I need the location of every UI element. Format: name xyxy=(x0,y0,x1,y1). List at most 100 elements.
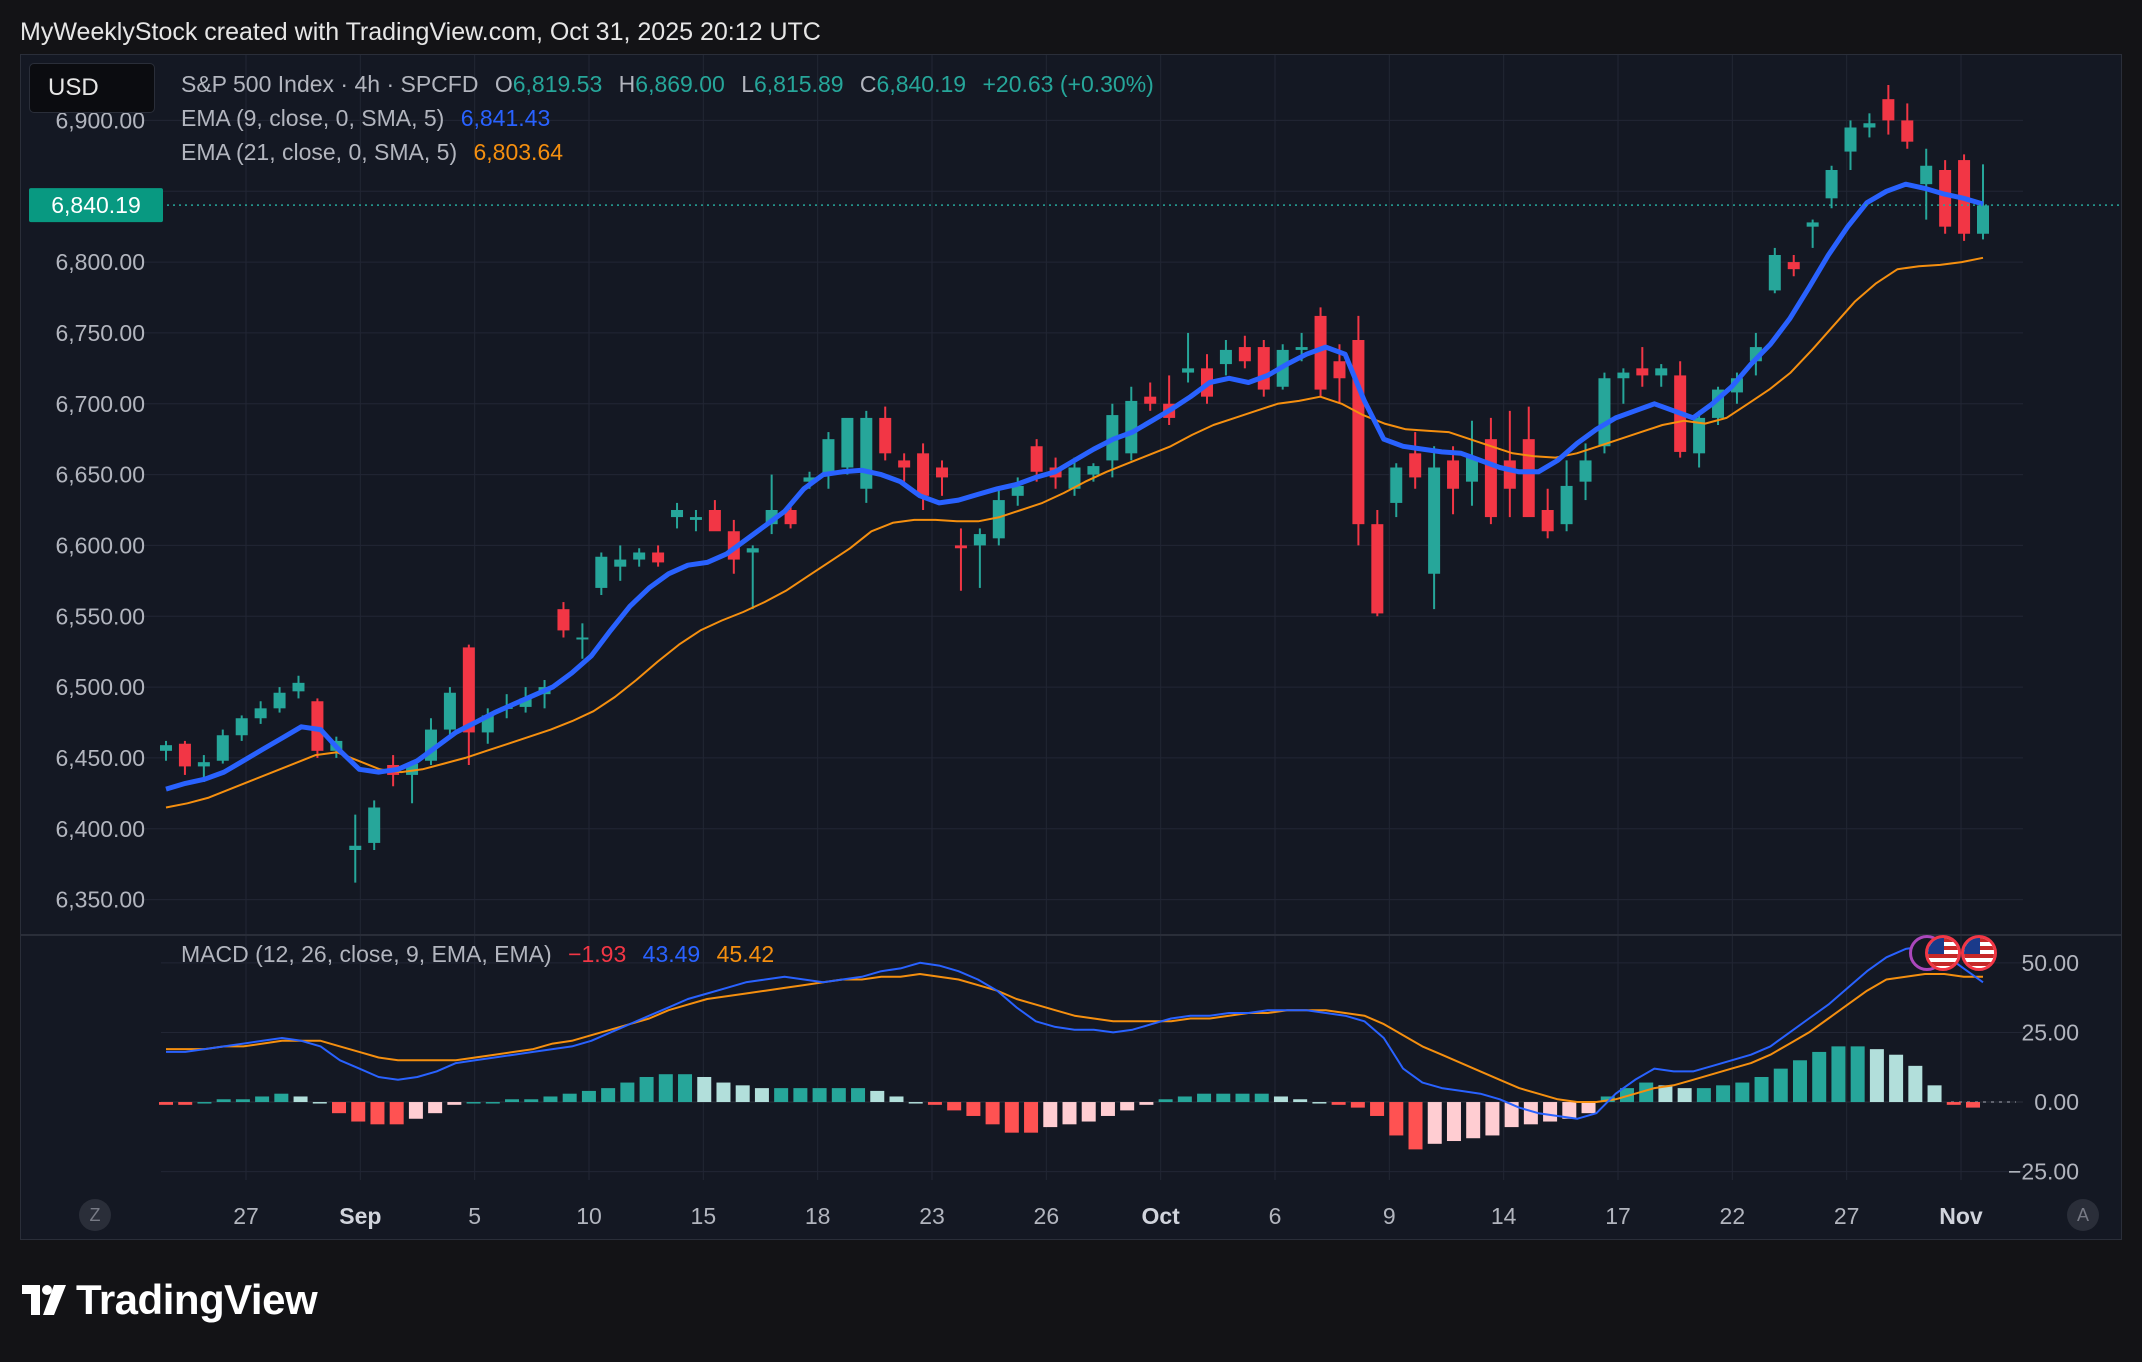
ema9-label: EMA (9, close, 0, SMA, 5) xyxy=(181,105,445,131)
candle-body xyxy=(633,552,646,560)
macd-histogram-bar xyxy=(1273,1096,1288,1103)
macd-histogram-bar xyxy=(1792,1060,1807,1103)
macd-histogram-bar xyxy=(754,1088,769,1103)
macd-histogram-bar xyxy=(581,1090,596,1103)
macd-histogram-bar xyxy=(1120,1102,1135,1111)
macd-histogram-bar xyxy=(985,1102,1000,1125)
close-label: C xyxy=(859,71,877,97)
macd-axis-label: 0.00 xyxy=(2034,1089,2079,1115)
macd-histogram-bar xyxy=(543,1096,558,1103)
ema9-value: 6,841.43 xyxy=(460,105,551,131)
macd-histogram-bar xyxy=(851,1088,866,1103)
zoom-button[interactable]: Z xyxy=(79,1199,111,1231)
macd-histogram-bar xyxy=(601,1088,616,1103)
price-axis-label: 6,500.00 xyxy=(55,674,145,700)
symbol-label: S&P 500 Index · 4h · SPCFD xyxy=(181,71,479,97)
candle-body xyxy=(1768,255,1781,291)
candle-body xyxy=(1371,524,1384,614)
macd-histogram-bar xyxy=(1658,1085,1673,1103)
candle-body xyxy=(992,500,1005,539)
candle-body xyxy=(292,682,305,692)
macd-signal-value: 45.42 xyxy=(716,941,775,967)
price-axis-label: 6,550.00 xyxy=(55,603,145,629)
open-value: 6,819.53 xyxy=(512,71,603,97)
time-axis-label: 26 xyxy=(1034,1203,1060,1229)
candle-body xyxy=(1598,378,1611,447)
macd-histogram-bar xyxy=(812,1088,827,1103)
macd-histogram-bar xyxy=(1004,1102,1019,1133)
macd-histogram-bar xyxy=(447,1102,462,1105)
macd-histogram-bar xyxy=(1754,1076,1769,1103)
time-axis-label: 9 xyxy=(1383,1203,1396,1229)
macd-histogram-bar xyxy=(1197,1093,1212,1103)
candle-body xyxy=(1920,165,1933,185)
candle-body xyxy=(235,718,248,736)
us-flag-icon[interactable] xyxy=(1925,935,1961,971)
candle-body xyxy=(1977,205,1989,234)
time-axis-label: 6 xyxy=(1269,1203,1282,1229)
time-axis-label: 27 xyxy=(233,1203,259,1229)
candle-body xyxy=(1655,368,1668,376)
candle-body xyxy=(1939,170,1952,227)
candle-body xyxy=(406,763,419,775)
low-label: L xyxy=(741,71,754,97)
candle-body xyxy=(1068,467,1081,489)
macd-histogram-bar xyxy=(293,1096,308,1103)
macd-histogram-bar xyxy=(1254,1093,1269,1103)
us-flag-icon[interactable] xyxy=(1961,935,1997,971)
candle-body xyxy=(178,743,191,767)
macd-legend[interactable]: MACD (12, 26, close, 9, EMA, EMA) −1.93 … xyxy=(181,939,774,969)
time-axis-label: Oct xyxy=(1141,1203,1180,1229)
candle-body xyxy=(652,552,665,563)
macd-histogram-bar xyxy=(1350,1102,1365,1108)
macd-histogram-bar xyxy=(505,1099,520,1103)
high-label: H xyxy=(618,71,636,97)
candle-body xyxy=(443,692,456,730)
candle-body xyxy=(1541,510,1554,532)
ema21-legend[interactable]: EMA (21, close, 0, SMA, 5) 6,803.64 xyxy=(181,137,563,167)
ema9-legend[interactable]: EMA (9, close, 0, SMA, 5) 6,841.43 xyxy=(181,103,550,133)
macd-histogram-bar xyxy=(1446,1102,1461,1142)
candle-body xyxy=(822,439,835,475)
macd-histogram-bar xyxy=(1581,1102,1596,1114)
ema21-value: 6,803.64 xyxy=(473,139,564,165)
macd-histogram-bar xyxy=(1946,1102,1961,1105)
macd-histogram-bar xyxy=(255,1096,270,1103)
macd-histogram-bar xyxy=(1869,1049,1884,1103)
tradingview-logo: TradingView xyxy=(22,1275,318,1325)
candle-body xyxy=(917,453,930,496)
macd-histogram-bar xyxy=(216,1099,231,1103)
macd-histogram-bar xyxy=(1293,1099,1308,1103)
candle-body xyxy=(1503,460,1516,489)
candle-body xyxy=(311,701,324,751)
close-value: 6,840.19 xyxy=(876,71,967,97)
change-value: +20.63 (+0.30%) xyxy=(982,71,1154,97)
candle-body xyxy=(557,609,570,631)
macd-histogram-bar xyxy=(947,1102,962,1111)
candle-body xyxy=(746,548,759,553)
candle-body xyxy=(1144,396,1157,404)
time-axis-label: 18 xyxy=(805,1203,831,1229)
price-axis-label: 6,650.00 xyxy=(55,462,145,488)
ema21-label: EMA (21, close, 0, SMA, 5) xyxy=(181,139,458,165)
ema9-line xyxy=(165,181,1984,792)
candle-body xyxy=(462,647,475,733)
macd-histogram-bar xyxy=(351,1102,366,1122)
candle-body xyxy=(614,559,627,567)
candle-body xyxy=(708,510,721,532)
last-price-label: 6,840.19 xyxy=(51,192,141,218)
macd-histogram-bar xyxy=(1504,1102,1519,1128)
macd-histogram-bar xyxy=(1216,1093,1231,1103)
macd-histogram-bar xyxy=(235,1099,250,1103)
candle-body xyxy=(519,698,532,707)
macd-histogram-bar xyxy=(1850,1046,1865,1103)
chart-canvas[interactable]: 6,350.00 6,400.00 6,450.00 6,500.00 6,550.00… xyxy=(21,55,2121,1239)
auto-scale-button[interactable]: A xyxy=(2067,1199,2099,1231)
candle-body xyxy=(936,467,949,478)
macd-histogram-bar xyxy=(1735,1082,1750,1103)
open-label: O xyxy=(494,71,513,97)
price-axis-label: 6,450.00 xyxy=(55,745,145,771)
time-axis-label: Nov xyxy=(1939,1203,1983,1229)
currency-selector[interactable]: USD xyxy=(29,63,155,113)
candle-body xyxy=(860,417,873,489)
